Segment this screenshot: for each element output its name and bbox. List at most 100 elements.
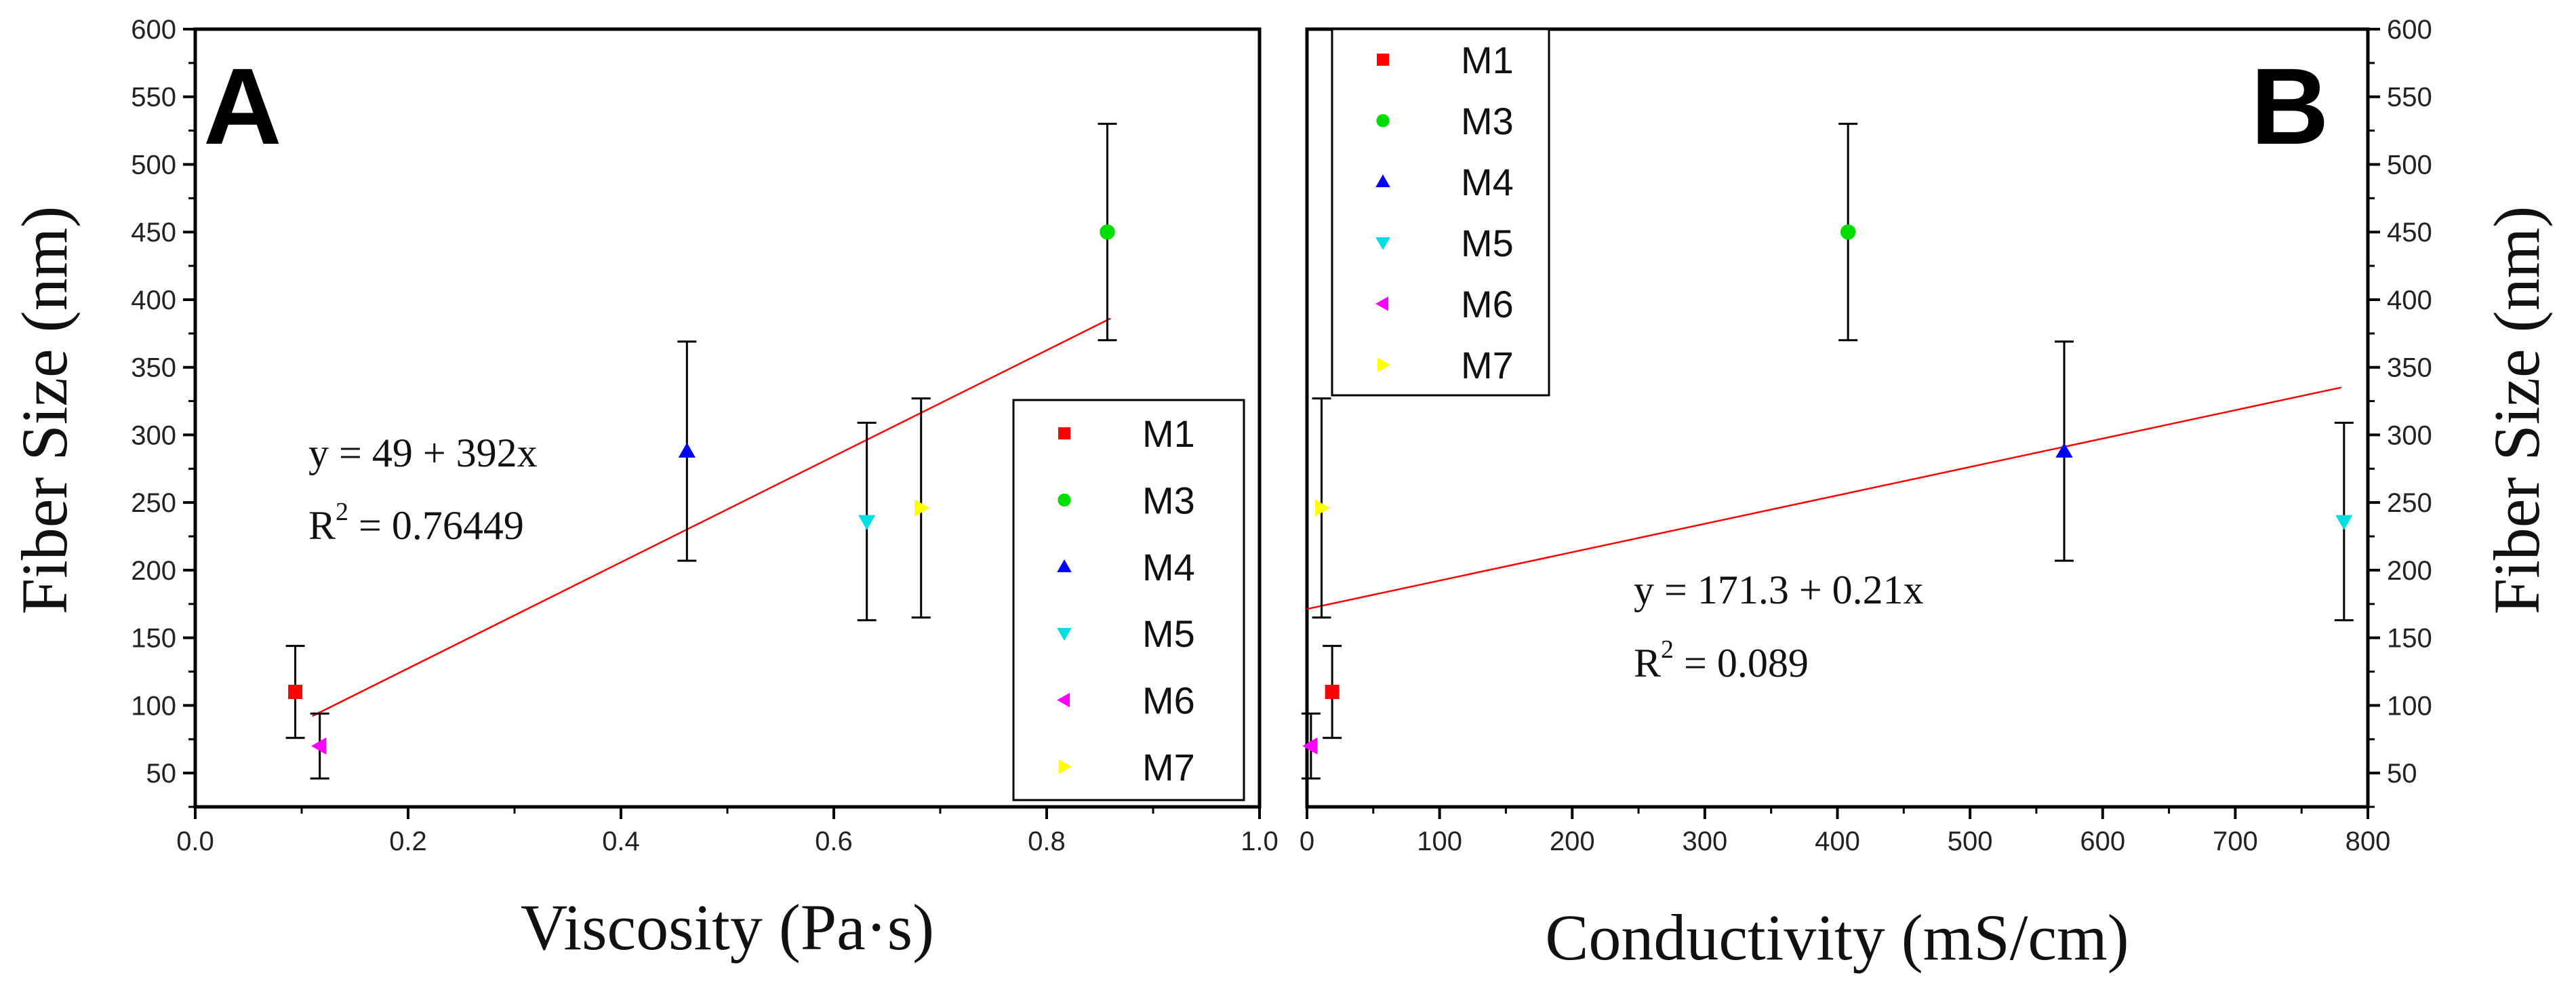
panel-a-point-layer bbox=[285, 123, 1117, 780]
panel-b-y-tick-label: 600 bbox=[2387, 15, 2432, 45]
panel-a-m5-point bbox=[858, 515, 876, 530]
panel-b-legend-label-m6: M6 bbox=[1461, 283, 1514, 325]
panel-a-legend-marker-m6 bbox=[1057, 692, 1070, 708]
panel-a-legend-label-m4: M4 bbox=[1142, 546, 1195, 589]
panel-b-fit-r2: R2 = 0.089 bbox=[1634, 635, 1809, 685]
panel-a-r2-value: = 0.76449 bbox=[348, 503, 524, 548]
panel-a-y-tick-label: 600 bbox=[131, 15, 176, 45]
panel-b-legend-label-m7: M7 bbox=[1461, 344, 1514, 386]
panel-b-x-tick-label: 300 bbox=[1683, 827, 1728, 856]
panel-b-x-tick-label: 0 bbox=[1300, 827, 1314, 856]
panel-a-y-tick-label: 450 bbox=[131, 218, 176, 247]
panel-b-y-axis-title: Fiber Size (nm) bbox=[2480, 206, 2553, 615]
panel-b-m1-point bbox=[1325, 684, 1340, 699]
panel-a-fit-equation: y = 49 + 392x bbox=[308, 431, 538, 475]
panel-b-y-tick-label: 550 bbox=[2387, 83, 2432, 113]
panel-b-y-tick-label: 250 bbox=[2387, 488, 2432, 518]
panel-a-legend-marker-m5 bbox=[1057, 628, 1072, 641]
panel-b-legend-box bbox=[1331, 28, 1550, 397]
panel-b-legend-marker-m1 bbox=[1377, 54, 1389, 66]
panel-a-legend-box bbox=[1012, 399, 1245, 801]
panel-b-y-tick-label: 100 bbox=[2387, 691, 2432, 721]
panel-b-m7-point bbox=[1315, 499, 1331, 517]
panel-a-y-tick-label: 200 bbox=[131, 556, 176, 586]
panel-a-y-tick-label: 500 bbox=[131, 150, 176, 180]
panel-a-fit-layer bbox=[312, 317, 1111, 717]
panel-b-letter: B bbox=[2251, 45, 2329, 167]
panel-a-fit-line bbox=[312, 317, 1111, 717]
panel-a-y-tick-label: 300 bbox=[131, 420, 176, 450]
panel-b-y-tick-label: 350 bbox=[2387, 353, 2432, 383]
panel-a-r2-letter: R bbox=[308, 503, 336, 548]
panel-b-y-tick-label: 400 bbox=[2387, 285, 2432, 315]
panel-b-r2-letter: R bbox=[1634, 641, 1661, 685]
panel-a-legend-marker-m4 bbox=[1057, 559, 1072, 572]
panel-b-x-tick-label: 800 bbox=[2346, 827, 2391, 856]
panel-b-fit-equation: y = 171.3 + 0.21x bbox=[1634, 568, 1924, 612]
panel-a-m1-point bbox=[288, 684, 303, 699]
panel-a-legend-marker-m1 bbox=[1058, 427, 1070, 440]
panel-b-fit-line bbox=[1306, 386, 2342, 610]
panel-a-r2-superscript: 2 bbox=[336, 498, 348, 526]
panel-a-y-axis-title: Fiber Size (nm) bbox=[8, 206, 81, 615]
panel-b: 0 100 200 300 400 500 600 700 800 50 100 150 200 250 3… bbox=[1300, 15, 2553, 974]
panel-a-x-tick-label: 0.0 bbox=[176, 827, 214, 856]
panel-a: 0.0 0.2 0.4 0.6 0.8 1.0 50 100 150 200 250 300 350 40… bbox=[8, 15, 1279, 963]
panel-b-legend-label-m3: M3 bbox=[1461, 100, 1514, 142]
panel-a-y-tick-label: 550 bbox=[131, 83, 176, 113]
panel-b-legend-marker-m7 bbox=[1377, 357, 1390, 372]
panel-a-legend-label-m1: M1 bbox=[1142, 412, 1195, 455]
panel-a-letter: A bbox=[203, 45, 282, 167]
panel-a-x-tick-label: 0.2 bbox=[389, 827, 427, 856]
panel-b-legend-label-m5: M5 bbox=[1461, 222, 1514, 264]
panel-a-legend-label-m5: M5 bbox=[1142, 612, 1195, 655]
panel-b-y-tick-label: 200 bbox=[2387, 556, 2432, 586]
panel-b-x-tick-label: 700 bbox=[2213, 827, 2258, 856]
panel-b-x-tick-label: 600 bbox=[2080, 827, 2125, 856]
panel-b-point-layer bbox=[1301, 123, 2354, 780]
panel-a-legend-label-m6: M6 bbox=[1142, 679, 1195, 722]
panel-b-x-tick-label: 200 bbox=[1550, 827, 1595, 856]
panel-b-m4-point bbox=[2055, 442, 2073, 458]
panel-b-legend: M1 M3 M4 M5 M6 M7 bbox=[1331, 28, 1550, 397]
panel-a-m4-point bbox=[678, 442, 696, 458]
panel-b-r2-superscript: 2 bbox=[1661, 635, 1674, 664]
panel-b-x-tick-label: 100 bbox=[1417, 827, 1462, 856]
panel-b-legend-marker-m5 bbox=[1375, 237, 1390, 250]
panel-a-legend-label-m3: M3 bbox=[1142, 479, 1195, 522]
panel-a-tick-layer: 0.0 0.2 0.4 0.6 0.8 1.0 50 100 150 200 250 300 350 40… bbox=[131, 15, 1279, 856]
panel-a-y-tick-label: 250 bbox=[131, 488, 176, 518]
panel-b-m3-point bbox=[1840, 224, 1856, 240]
panel-a-x-tick-label: 0.6 bbox=[815, 827, 853, 856]
panel-b-x-axis-title: Conductivity (mS/cm) bbox=[1545, 901, 2129, 974]
panel-a-legend: M1 M3 M4 M5 M6 M7 bbox=[1012, 399, 1245, 801]
panel-b-y-tick-label: 500 bbox=[2387, 150, 2432, 180]
panel-b-legend-marker-m6 bbox=[1375, 296, 1389, 311]
panel-a-y-tick-label: 50 bbox=[146, 759, 177, 789]
panel-b-m5-point bbox=[2335, 515, 2353, 530]
panel-a-m3-point bbox=[1100, 224, 1115, 240]
panel-b-y-tick-label: 50 bbox=[2387, 759, 2417, 789]
panel-a-x-tick-label: 0.8 bbox=[1028, 827, 1066, 856]
panel-b-legend-label-m1: M1 bbox=[1461, 39, 1514, 81]
panel-a-x-axis-title: Viscosity (Pa·s) bbox=[521, 891, 934, 963]
panel-b-x-tick-label: 500 bbox=[1948, 827, 1993, 856]
panel-a-fit-r2: R2 = 0.76449 bbox=[308, 498, 524, 548]
panel-a-x-tick-label: 0.4 bbox=[602, 827, 640, 856]
panel-b-legend-label-m4: M4 bbox=[1461, 161, 1514, 203]
panel-b-tick-layer: 0 100 200 300 400 500 600 700 800 50 100 150 200 250 3… bbox=[1300, 15, 2432, 856]
panel-a-x-tick-label: 1.0 bbox=[1241, 827, 1279, 856]
panel-b-x-tick-label: 400 bbox=[1815, 827, 1860, 856]
panel-b-y-tick-label: 300 bbox=[2387, 420, 2432, 450]
panel-a-legend-label-m7: M7 bbox=[1142, 746, 1195, 789]
panel-b-y-tick-label: 450 bbox=[2387, 218, 2432, 247]
panel-a-y-tick-label: 350 bbox=[131, 353, 176, 383]
panel-b-m6-point bbox=[1302, 737, 1318, 755]
panel-b-y-tick-label: 150 bbox=[2387, 624, 2432, 654]
panel-a-y-tick-label: 400 bbox=[131, 285, 176, 315]
panel-b-r2-value: = 0.089 bbox=[1674, 641, 1809, 685]
panel-a-legend-marker-m3 bbox=[1058, 493, 1071, 507]
panel-b-legend-marker-m4 bbox=[1375, 174, 1390, 188]
panel-a-legend-marker-m7 bbox=[1058, 759, 1072, 774]
